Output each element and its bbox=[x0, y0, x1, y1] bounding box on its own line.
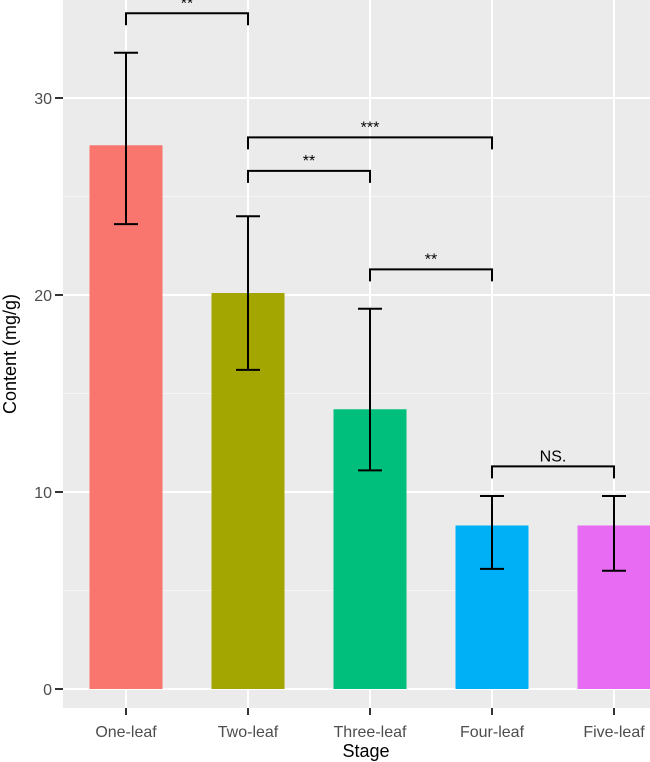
error-bar-five-leaf bbox=[602, 494, 626, 572]
significance-brackets: *********NS. bbox=[125, 0, 615, 479]
significance-label: NS. bbox=[540, 448, 567, 465]
y-tick-label: 0 bbox=[43, 682, 52, 699]
error-bar-two-leaf bbox=[236, 215, 260, 371]
y-tick-label: 20 bbox=[34, 288, 52, 305]
x-tick-label: Two-leaf bbox=[218, 724, 279, 741]
y-axis-title: Content (mg/g) bbox=[0, 294, 20, 414]
significance-label: ** bbox=[303, 153, 315, 170]
bracket-line bbox=[491, 465, 615, 479]
significance-bracket: *** bbox=[247, 119, 493, 150]
significance-label: ** bbox=[181, 0, 193, 12]
bars bbox=[89, 145, 650, 689]
y-tick-label: 10 bbox=[34, 485, 52, 502]
error-bar-one-leaf bbox=[114, 51, 138, 226]
axes: 0 10 20 30 One-leaf Two-leaf Three-leaf Four-le… bbox=[34, 91, 645, 741]
x-tick-label: Four-leaf bbox=[460, 724, 525, 741]
bracket-line bbox=[369, 268, 493, 282]
significance-bracket: NS. bbox=[491, 448, 615, 479]
significance-bracket: ** bbox=[247, 153, 371, 183]
bracket-line bbox=[247, 136, 493, 150]
error-bar-three-leaf bbox=[358, 307, 382, 472]
x-tick-label: One-leaf bbox=[95, 724, 157, 741]
significance-label: ** bbox=[425, 251, 437, 268]
x-axis-title: Stage bbox=[342, 741, 389, 761]
significance-bracket: ** bbox=[125, 0, 249, 26]
y-tick-label: 30 bbox=[34, 91, 52, 108]
significance-label: *** bbox=[361, 119, 380, 136]
x-tick-label: Five-leaf bbox=[583, 724, 645, 741]
bracket-line bbox=[247, 169, 371, 183]
significance-bracket: ** bbox=[369, 251, 493, 282]
error-bars bbox=[114, 51, 626, 572]
bracket-line bbox=[125, 12, 249, 26]
x-tick-label: Three-leaf bbox=[334, 724, 407, 741]
error-bar-four-leaf bbox=[480, 494, 504, 570]
bar-one-leaf bbox=[89, 145, 163, 689]
